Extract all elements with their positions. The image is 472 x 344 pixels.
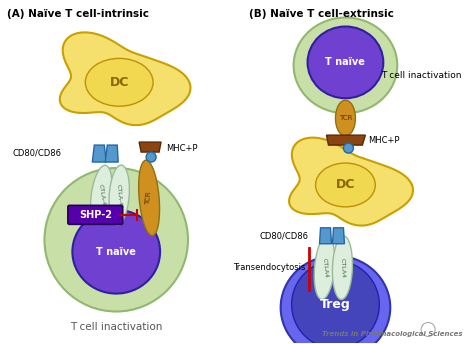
FancyBboxPatch shape [68,205,123,224]
Text: CD80/CD86: CD80/CD86 [260,231,309,240]
Text: DC: DC [336,179,355,192]
Text: CTLA4: CTLA4 [321,257,328,278]
Ellipse shape [316,163,375,207]
Polygon shape [327,135,365,145]
Ellipse shape [109,165,129,225]
Polygon shape [93,145,106,162]
Text: TCR: TCR [339,115,352,121]
Ellipse shape [336,100,355,136]
Polygon shape [289,138,413,226]
Text: T naïve: T naïve [96,247,136,257]
Ellipse shape [91,165,112,225]
Text: T cell inactivation: T cell inactivation [70,322,162,332]
Ellipse shape [294,18,397,113]
Ellipse shape [292,261,379,344]
Polygon shape [139,142,161,152]
Text: T cell inactivation: T cell inactivation [381,71,462,80]
Ellipse shape [72,210,160,293]
Text: MHC+P: MHC+P [166,143,198,153]
Polygon shape [60,32,191,125]
Text: Trends in Pharmacological Sciences: Trends in Pharmacological Sciences [321,331,462,337]
Text: CTLA4: CTLA4 [339,258,346,278]
Ellipse shape [44,168,188,312]
Ellipse shape [308,26,383,98]
Text: (B) Naïve T cell-extrinsic: (B) Naïve T cell-extrinsic [249,9,394,19]
Ellipse shape [314,236,335,299]
Ellipse shape [139,160,160,236]
Polygon shape [332,228,345,244]
Text: DC: DC [110,76,129,89]
Polygon shape [105,145,118,162]
Text: TCR: TCR [145,191,152,205]
Ellipse shape [146,152,156,162]
Ellipse shape [85,58,153,106]
Text: SHP-2: SHP-2 [79,210,112,220]
Text: Transendocytosis: Transendocytosis [233,263,305,272]
Ellipse shape [344,143,354,153]
Text: CTLA-4: CTLA-4 [97,184,105,206]
Ellipse shape [332,236,353,300]
Text: CD80/CD86: CD80/CD86 [12,149,61,158]
Text: (A) Naïve T cell-intrinsic: (A) Naïve T cell-intrinsic [7,9,149,19]
Text: T naïve: T naïve [326,57,365,67]
Text: Treg: Treg [320,298,351,311]
Polygon shape [320,228,331,244]
Text: CTLA-4: CTLA-4 [116,184,123,206]
Text: MHC+P: MHC+P [368,136,400,144]
Ellipse shape [281,256,390,344]
